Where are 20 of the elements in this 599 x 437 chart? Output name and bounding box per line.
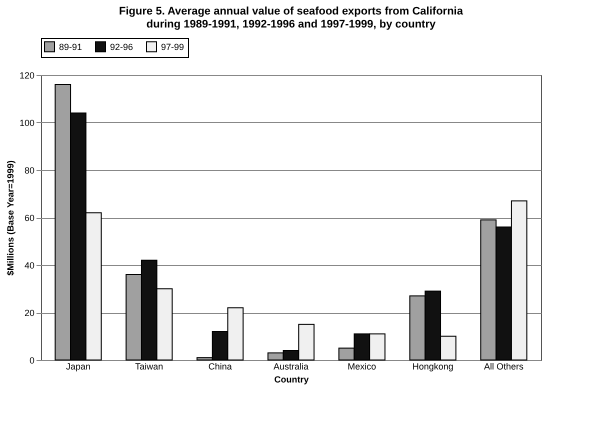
x-tick-label: Hongkong [412,362,454,372]
y-tick-label: 20 [24,308,34,318]
x-tick-label: Taiwan [135,362,164,372]
x-tick-label: China [208,362,232,372]
y-tick-label: 60 [24,213,34,223]
y-axis-title: $Millions (Base Year=1999) [5,160,16,276]
y-tick-label: 0 [29,356,34,366]
y-tick-label: 120 [19,70,34,80]
legend-label: 89-91 [59,42,82,52]
x-tick-label: Australia [273,362,309,372]
x-axis-title: Country [274,374,309,384]
x-tick-label: Mexico [348,362,376,372]
x-tick-label: Japan [66,362,90,372]
legend-label: 92-96 [110,42,134,52]
y-tick-label: 80 [24,166,34,176]
y-tick-label: 40 [24,260,34,270]
x-tick-label: All Others [484,362,524,372]
y-tick-label: 100 [19,118,34,128]
chart-title: Figure 5. Average annual value of seafood exports from California during 1989-1991, 1992-1996 and 1997-1999, by country [119,6,464,30]
legend-label: 97-99 [161,42,184,52]
